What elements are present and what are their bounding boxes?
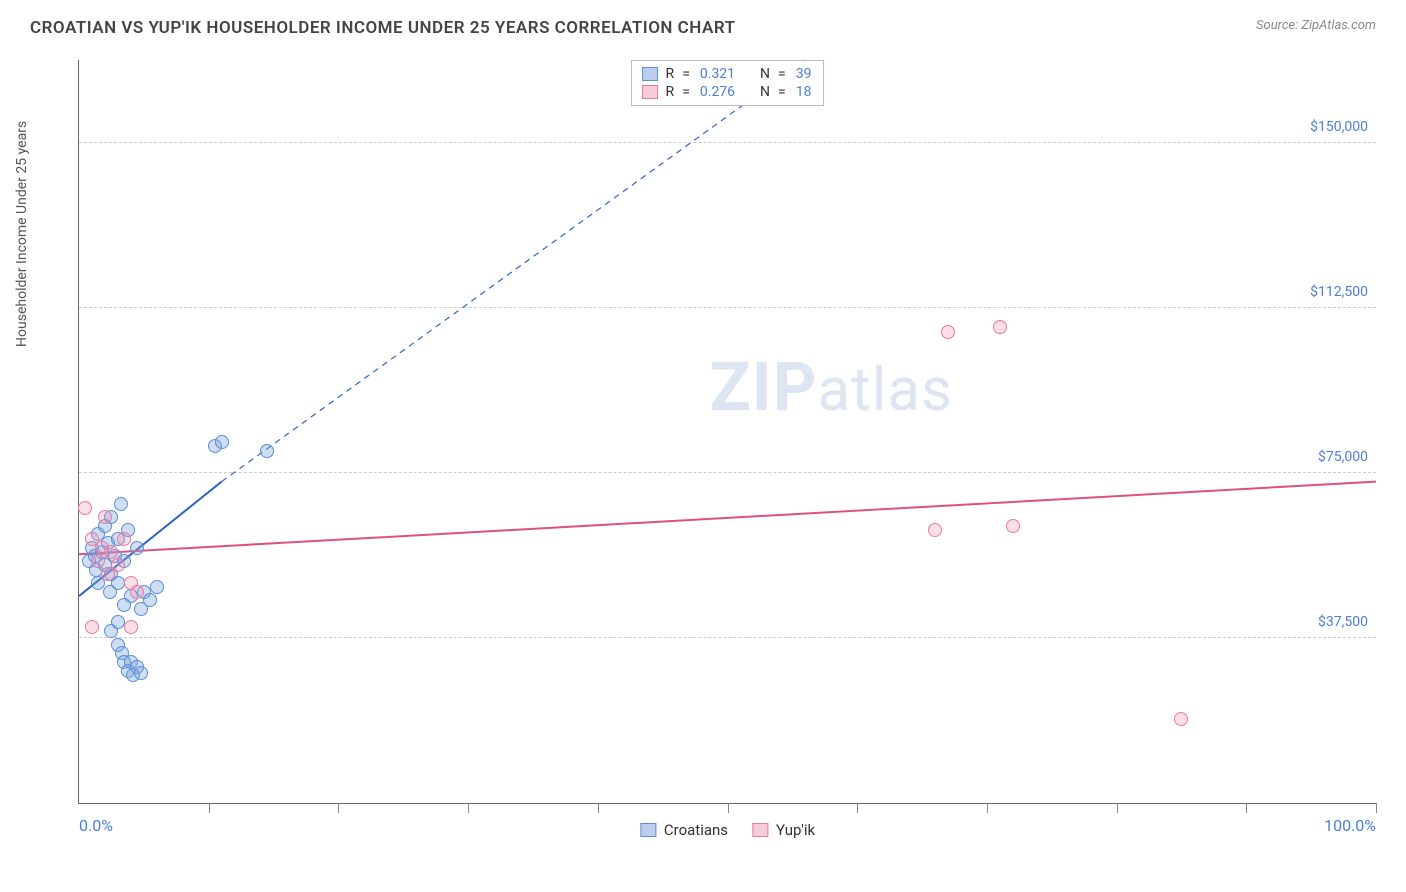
x-tick [598, 803, 599, 813]
data-point [150, 580, 164, 594]
legend-item-yupik: Yup'ik [752, 821, 815, 839]
x-axis-min-label: 0.0% [79, 816, 113, 835]
r-label: R [666, 66, 675, 82]
equals: = [682, 66, 690, 82]
y-tick-label: $150,000 [1310, 119, 1368, 135]
swatch-blue-icon [640, 823, 656, 837]
equals: = [682, 84, 690, 100]
data-point [134, 666, 148, 680]
y-tick-label: $75,000 [1318, 449, 1368, 465]
legend-label: Yup'ik [776, 821, 815, 839]
data-point [1006, 519, 1020, 533]
n-label: N [760, 84, 770, 100]
legend: Croatians Yup'ik [640, 821, 815, 839]
data-point [104, 545, 118, 559]
source-label: Source: ZipAtlas.com [1256, 18, 1376, 33]
data-point [91, 554, 105, 568]
x-tick [468, 803, 469, 813]
data-point [98, 510, 112, 524]
data-point [993, 320, 1007, 334]
data-point [111, 558, 125, 572]
x-tick [728, 803, 729, 813]
x-tick [1246, 803, 1247, 813]
x-tick [338, 803, 339, 813]
data-point [143, 593, 157, 607]
data-point [1174, 712, 1188, 726]
y-axis-label: Householder Income Under 25 years [14, 121, 30, 347]
data-point [114, 497, 128, 511]
data-point [78, 501, 92, 515]
r-label: R [666, 84, 675, 100]
stats-row-croatians: R = 0.321 N = 39 [642, 65, 814, 83]
data-point [260, 444, 274, 458]
data-point [130, 585, 144, 599]
chart-title: CROATIAN VS YUP'IK HOUSEHOLDER INCOME UN… [30, 18, 736, 38]
y-tick-label: $37,500 [1318, 614, 1368, 630]
data-point [117, 532, 131, 546]
data-point [928, 523, 942, 537]
r-value-yupik: 0.276 [700, 84, 735, 100]
r-value-croatians: 0.321 [700, 66, 735, 82]
x-axis-max-label: 100.0% [1324, 816, 1376, 835]
x-tick [209, 803, 210, 813]
equals: = [778, 84, 786, 100]
equals: = [778, 66, 786, 82]
data-point [124, 620, 138, 634]
x-tick [1376, 803, 1377, 813]
swatch-pink-icon [752, 823, 768, 837]
data-point [215, 435, 229, 449]
data-point [111, 615, 125, 629]
trend-lines [79, 60, 1376, 803]
swatch-blue-icon [642, 67, 658, 81]
n-value-croatians: 39 [796, 66, 812, 82]
x-tick [987, 803, 988, 813]
x-tick [857, 803, 858, 813]
stats-box: R = 0.321 N = 39 R = 0.276 N = 18 [631, 60, 825, 106]
y-tick-label: $112,500 [1310, 284, 1368, 300]
legend-label: Croatians [664, 821, 728, 839]
plot-area: ZIPatlas R = 0.321 N = 39 R = 0.276 N [78, 60, 1376, 804]
n-label: N [760, 66, 770, 82]
chart-container: Householder Income Under 25 years ZIPatl… [30, 52, 1376, 852]
stats-row-yupik: R = 0.276 N = 18 [642, 83, 814, 101]
legend-item-croatians: Croatians [640, 821, 728, 839]
data-point [130, 541, 144, 555]
x-tick [1117, 803, 1118, 813]
swatch-pink-icon [642, 85, 658, 99]
data-point [85, 620, 99, 634]
data-point [941, 325, 955, 339]
n-value-yupik: 18 [796, 84, 812, 100]
